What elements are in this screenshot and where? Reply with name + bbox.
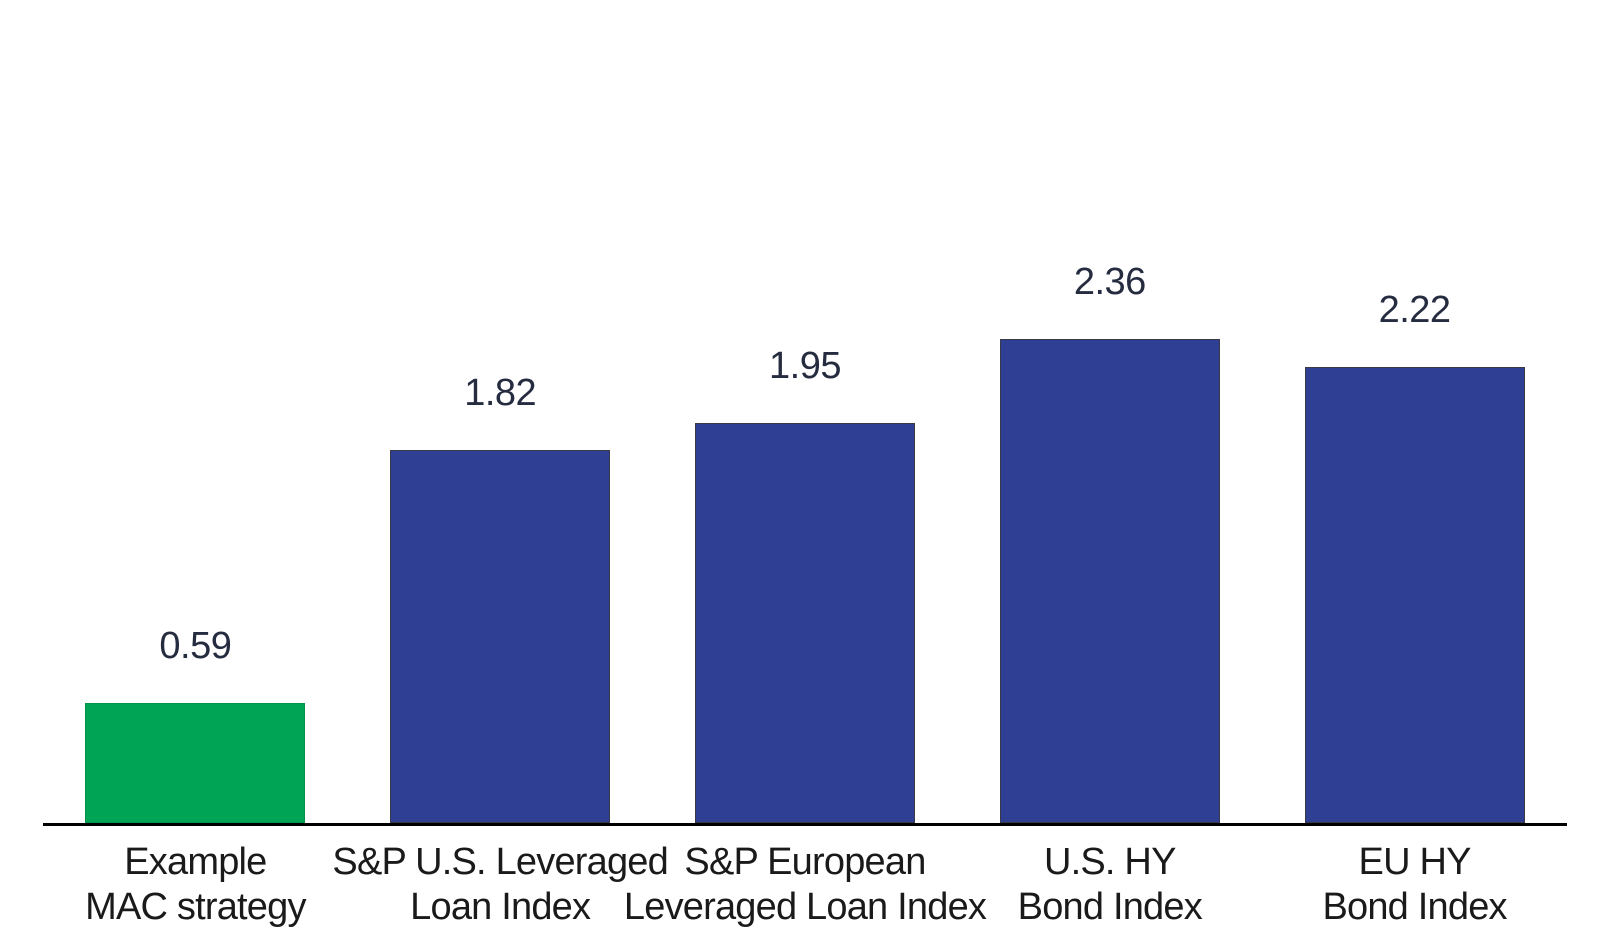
bar-0 bbox=[85, 702, 306, 823]
bar-4 bbox=[1304, 367, 1525, 823]
value-label-2: 1.95 bbox=[769, 344, 841, 387]
category-label-2-line-1: Leveraged Loan Index bbox=[623, 886, 987, 928]
category-label-4-line-1: Bond Index bbox=[1322, 886, 1507, 928]
bar-3 bbox=[999, 338, 1220, 823]
value-label-4: 2.22 bbox=[1378, 289, 1451, 332]
category-label-4: EU HY Bond Index bbox=[1322, 840, 1507, 930]
value-label-0: 0.59 bbox=[159, 624, 232, 667]
category-label-2-line-0: S&P European bbox=[684, 841, 926, 883]
category-label-3-line-1: Bond Index bbox=[1017, 886, 1203, 928]
category-label-2: S&P European Leveraged Loan Index bbox=[623, 840, 987, 930]
bar-2 bbox=[695, 422, 915, 823]
value-label-3: 2.36 bbox=[1073, 260, 1146, 303]
category-label-1-line-0: S&P U.S. Leveraged bbox=[332, 841, 668, 883]
x-axis-line bbox=[43, 823, 1567, 826]
category-label-3-line-0: U.S. HY bbox=[1043, 841, 1176, 883]
category-label-4-line-0: EU HY bbox=[1358, 841, 1472, 883]
bar-1 bbox=[390, 449, 611, 823]
category-label-1: S&P U.S. Leveraged Loan Index bbox=[332, 840, 668, 930]
category-label-0-line-1: MAC strategy bbox=[85, 886, 306, 928]
category-label-3: U.S. HY Bond Index bbox=[1017, 840, 1203, 930]
category-label-0-line-0: Example bbox=[124, 841, 267, 883]
value-label-1: 1.82 bbox=[464, 371, 537, 414]
category-label-0: Example MAC strategy bbox=[85, 840, 306, 930]
category-label-1-line-1: Loan Index bbox=[410, 886, 591, 928]
